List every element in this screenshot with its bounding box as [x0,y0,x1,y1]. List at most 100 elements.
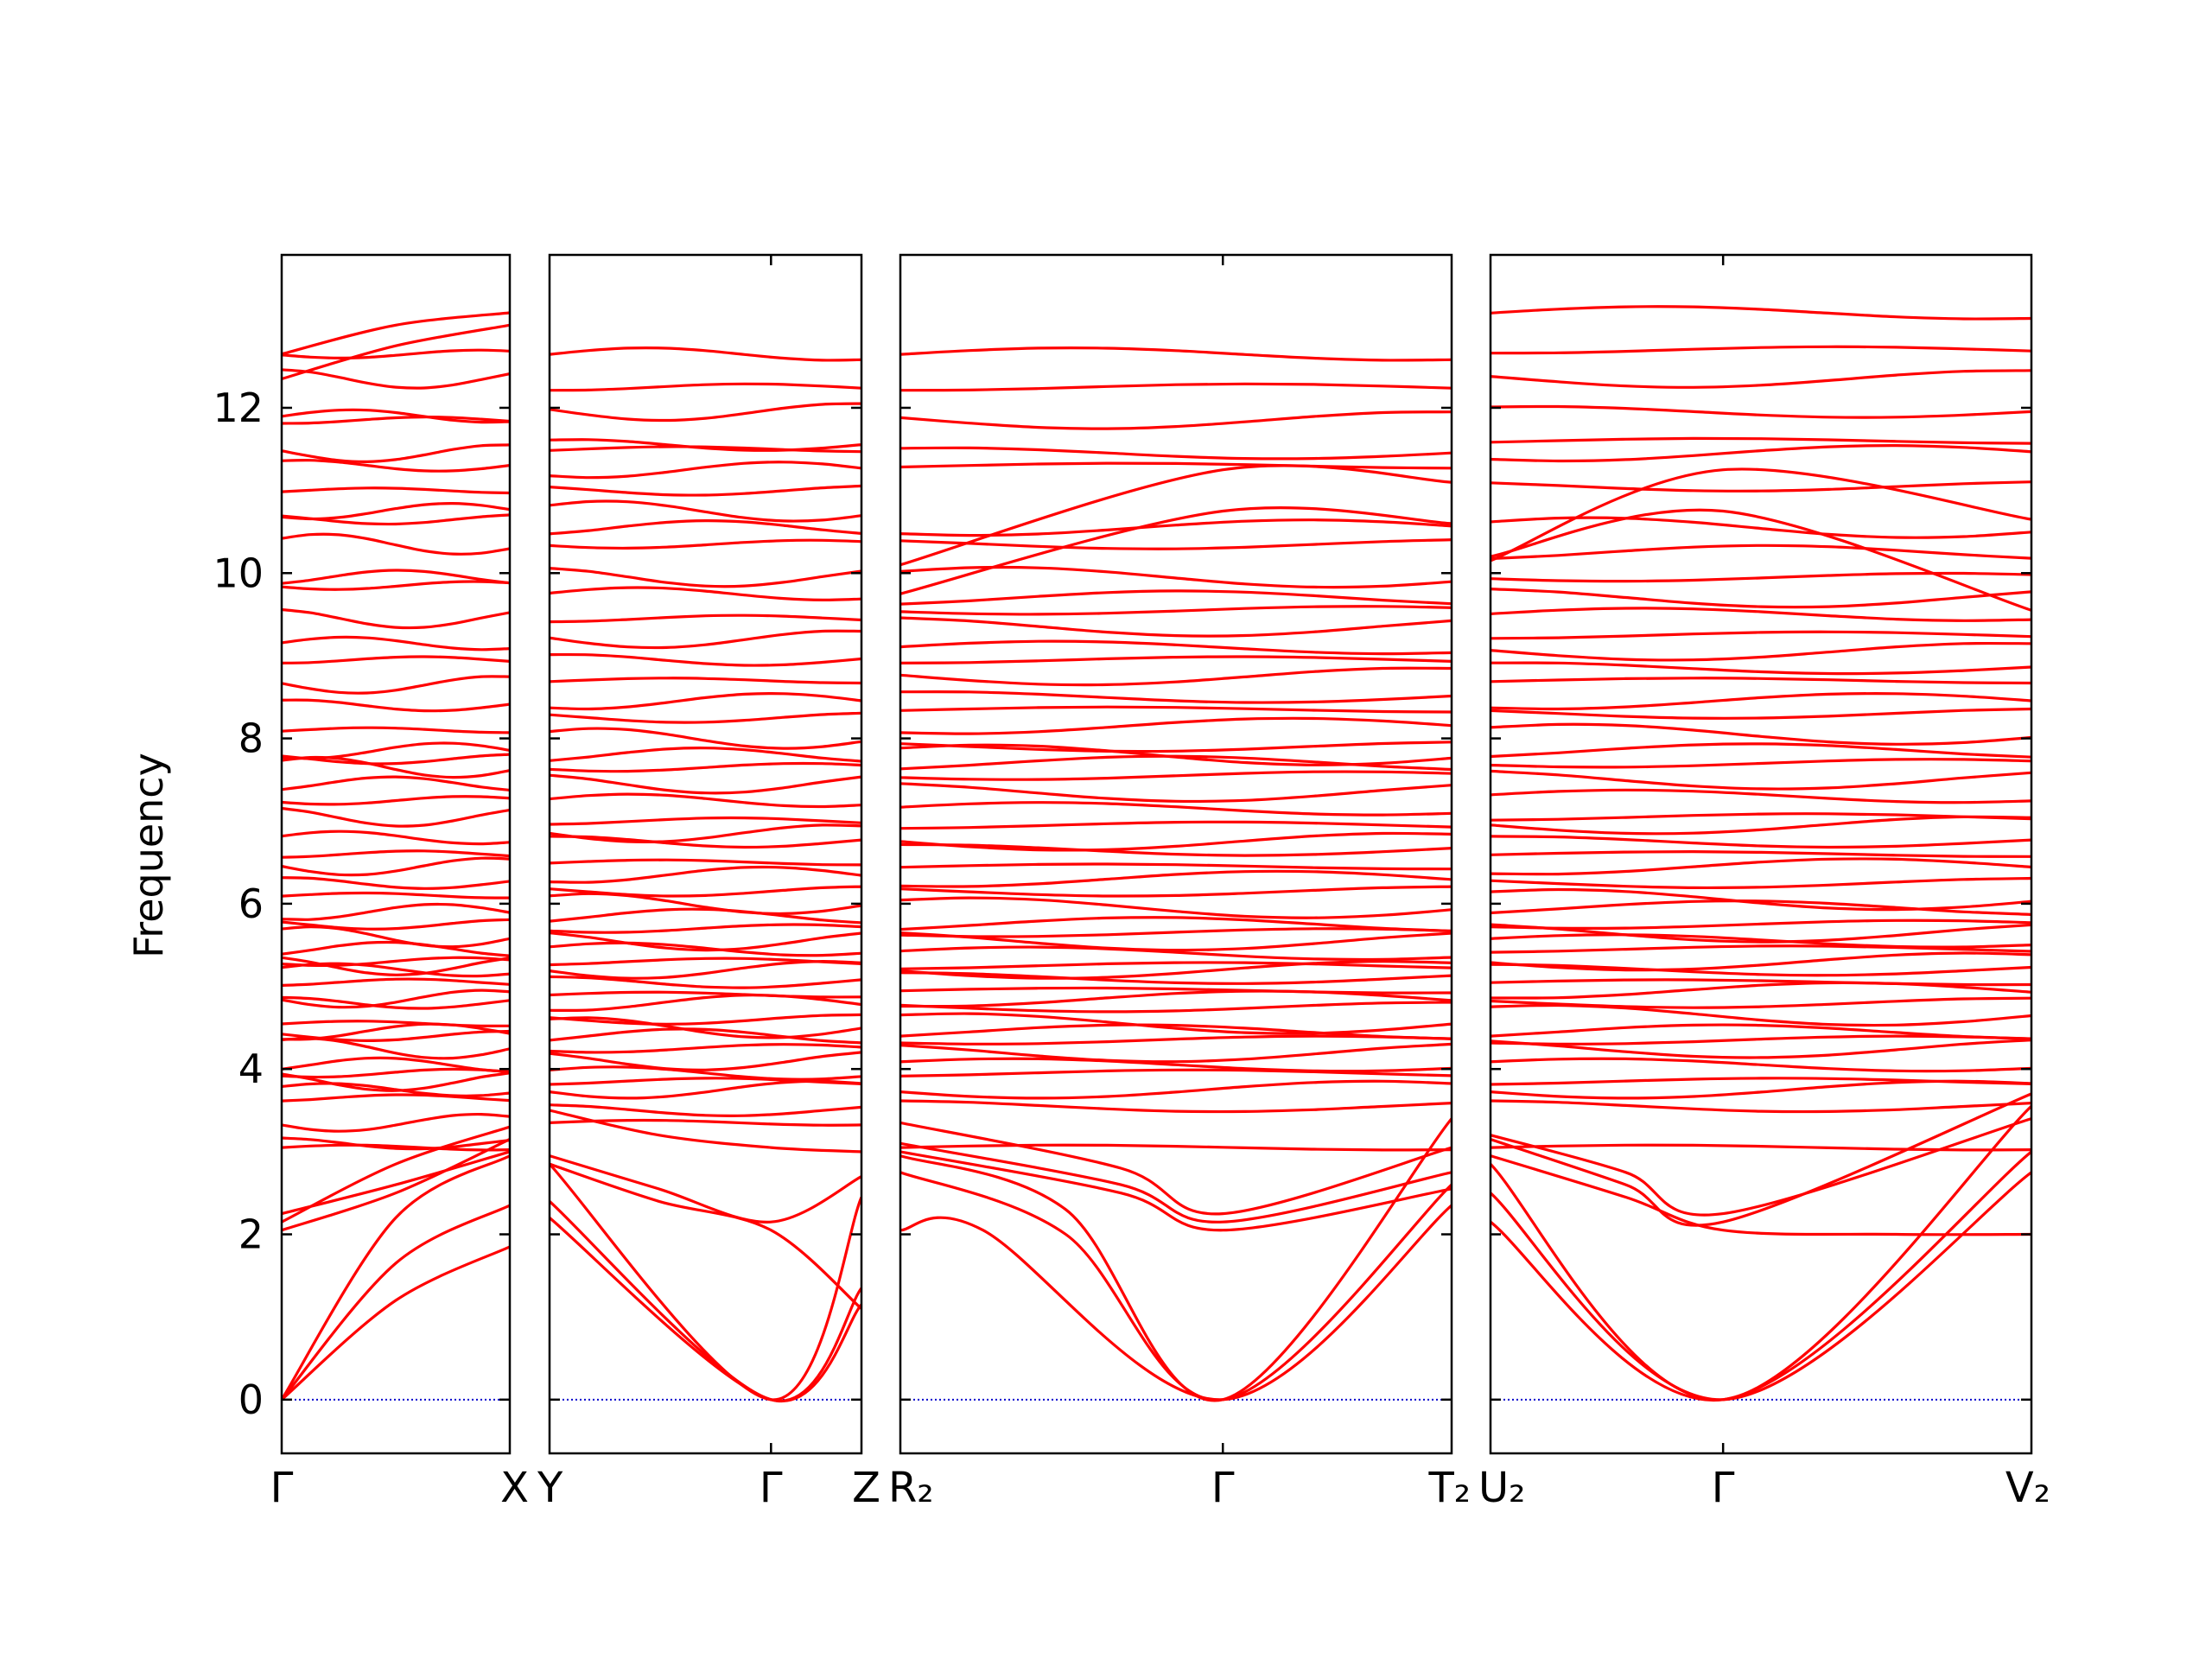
band-line [282,655,510,664]
band-line [282,1138,510,1232]
band-line [282,1067,510,1079]
band-line [550,538,861,550]
band-line [1491,436,2031,445]
x-tick-label: Γ [270,1464,294,1512]
band-line [282,323,510,381]
band-line [1491,835,2031,849]
bands [550,346,861,1403]
panel-3: R₂ Γ T₂ [888,253,1471,1512]
band-line [550,1109,861,1154]
band-line [282,532,510,556]
x-tick-label: Γ [760,1464,783,1512]
band-line [282,408,510,424]
band-line [282,569,510,585]
band-line [550,1200,861,1402]
band-line [1491,404,2031,419]
band-line [282,486,510,495]
band-line [550,990,861,999]
band-line [282,415,510,425]
band-line [1491,996,2031,1009]
band-line [550,1027,861,1045]
band-line [1491,769,2031,791]
band-line [282,348,510,360]
band-line [1491,1057,2031,1073]
x-tick-label: X [500,1464,529,1512]
band-line [550,711,861,724]
band-line [900,869,1452,888]
band-line [1491,887,2031,912]
band-line [282,902,510,921]
panels: Γ X Y Γ Z R₂ Γ T₂ U₂ Γ V₂ [270,253,2050,1512]
band-line [282,849,510,859]
band-line [900,916,1452,933]
band-line [282,311,510,356]
band-line [900,655,1452,664]
band-line [550,957,861,967]
band-line [900,1068,1452,1077]
band-line [550,1103,861,1117]
band-line [550,567,861,588]
band-line [1491,588,2031,609]
band-line [282,1143,510,1152]
band-line [282,1020,510,1027]
band-line [282,1150,510,1216]
band-line [550,923,861,934]
band-line [282,856,510,877]
band-line [550,835,861,849]
band-line [900,1001,1452,1014]
band-line [282,977,510,987]
band-line [282,995,510,1010]
band-line [1491,369,2031,389]
band-line [900,666,1452,687]
band-line [900,1150,1452,1232]
band-line [900,1079,1452,1100]
band-line [1491,305,2031,321]
band-line [900,346,1452,362]
band-line [550,1051,861,1071]
band-line [900,1204,1452,1402]
band-line [550,461,861,480]
band-line [550,858,861,867]
band-line [282,459,510,473]
band-line [1491,677,2031,685]
band-line [900,589,1452,606]
band-line [1491,812,2031,822]
band-line [900,616,1452,638]
band-line [900,896,1452,919]
band-line [550,907,861,925]
band-line [1491,1143,2031,1152]
band-line [550,1217,861,1403]
band-line [1491,641,2031,662]
band-line [282,918,510,931]
band-line [900,961,1452,970]
panel-frame [1489,253,2033,1455]
band-line [1491,707,2031,720]
band-line [550,823,861,843]
band-line [550,1013,861,1026]
band-line [550,499,861,523]
band-line [900,1099,1452,1114]
band-line [282,940,510,957]
band-line [282,501,510,521]
band-line [900,782,1452,804]
band-line [900,716,1452,735]
band-line [550,865,861,884]
panel-frame [548,253,863,1455]
band-line [282,607,510,630]
band-line [550,613,861,624]
band-line [900,959,1452,980]
band-line [282,698,510,713]
y-tick-label: 8 [238,715,264,762]
band-line [1491,443,2031,463]
band-line [1491,1003,2031,1027]
bands [1491,305,2031,1402]
band-line [1491,951,2031,972]
band-line [550,931,861,952]
x-tick-label: V₂ [2005,1464,2050,1512]
band-line [1491,508,2031,612]
band-line [900,885,1452,898]
band-line [900,842,1452,857]
y-axis: 0 2 4 6 8 10 12 [213,385,264,1423]
band-line [550,1163,861,1402]
